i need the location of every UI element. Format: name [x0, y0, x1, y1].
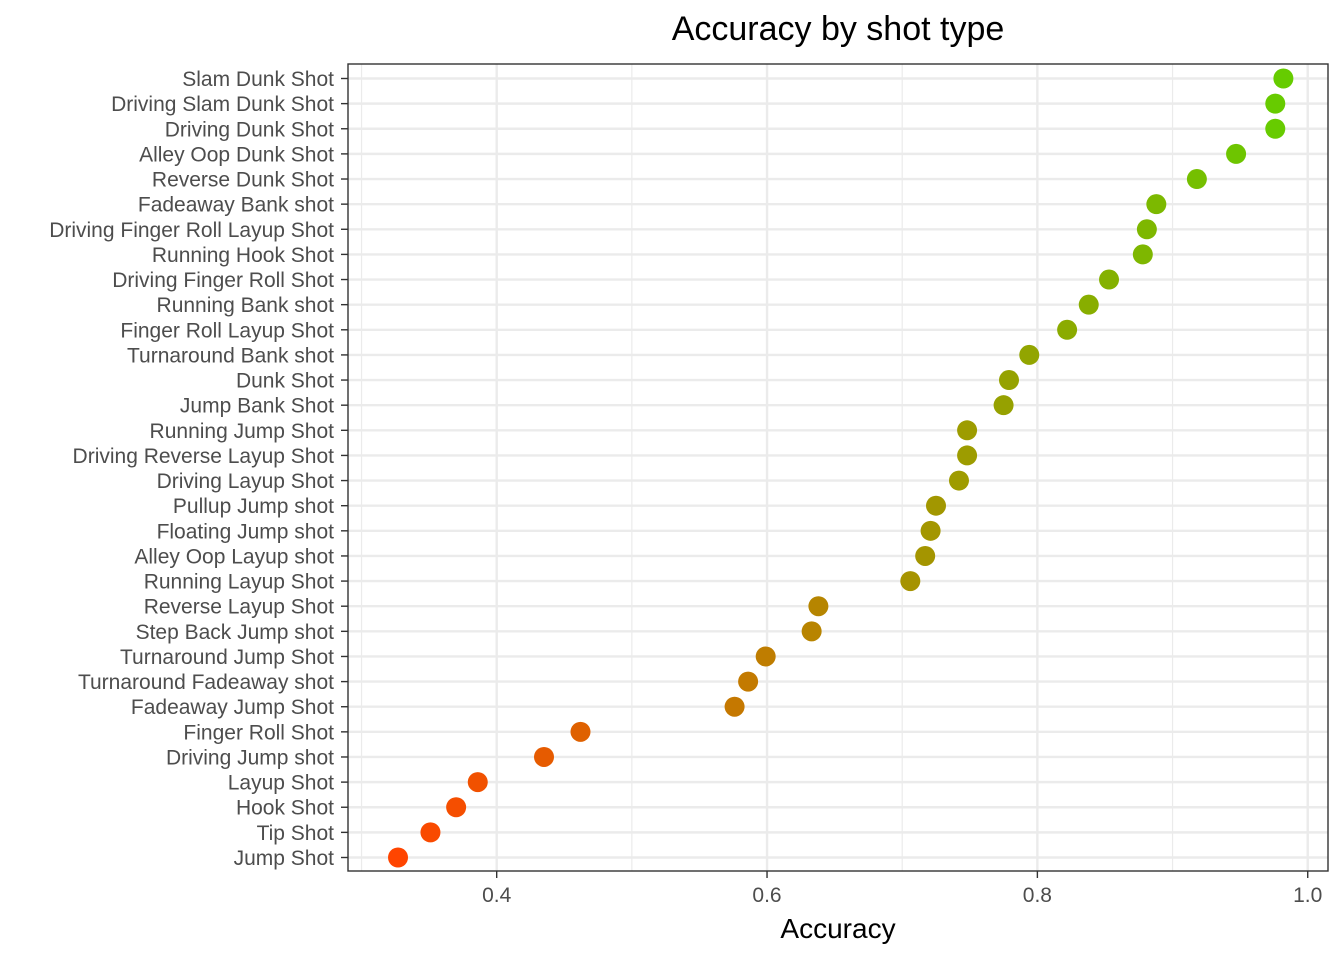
data-point: [1099, 269, 1120, 290]
y-tick-label: Running Bank shot: [157, 294, 335, 317]
chart-title: Accuracy by shot type: [672, 10, 1005, 48]
y-tick-label: Jump Shot: [234, 847, 335, 870]
data-point: [948, 470, 969, 491]
y-tick-label: Driving Layup Shot: [157, 470, 335, 493]
x-axis: 0.4 0.6 0.8 1.0: [482, 871, 1322, 907]
grid-layer: [348, 64, 1328, 871]
data-point: [724, 696, 745, 717]
data-point: [467, 772, 488, 793]
data-point: [957, 420, 978, 441]
data-point: [388, 847, 409, 868]
y-tick-label: Reverse Dunk Shot: [152, 169, 334, 192]
data-point: [1019, 344, 1040, 365]
y-tick-label: Fadeaway Jump Shot: [131, 696, 334, 719]
data-point: [755, 646, 776, 667]
y-tick-label: Alley Oop Dunk Shot: [139, 143, 334, 166]
x-tick-label: 0.4: [482, 884, 512, 907]
point-layer: [388, 68, 1294, 868]
data-point: [957, 445, 978, 466]
data-point: [915, 545, 936, 566]
y-tick-label: Layup Shot: [228, 772, 334, 795]
data-point: [420, 822, 441, 843]
data-point: [1132, 244, 1153, 265]
y-tick-label: Running Hook Shot: [152, 244, 334, 267]
data-point: [993, 395, 1014, 416]
y-tick-label: Finger Roll Shot: [183, 721, 334, 744]
data-point: [801, 621, 822, 642]
y-tick-label: Reverse Layup Shot: [144, 596, 334, 619]
y-tick-label: Tip Shot: [257, 822, 335, 845]
y-tick-label: Driving Jump shot: [166, 746, 334, 769]
x-tick-label: 1.0: [1293, 884, 1322, 907]
data-point: [1273, 68, 1294, 89]
data-point: [1057, 319, 1078, 340]
data-point: [926, 495, 946, 516]
y-tick-label: Running Layup Shot: [144, 571, 334, 594]
data-point: [738, 671, 759, 692]
y-tick-label: Driving Finger Roll Shot: [112, 269, 334, 292]
data-point: [1136, 219, 1157, 240]
y-tick-label: Turnaround Fadeaway shot: [78, 671, 334, 694]
y-tick-label: Hook Shot: [236, 797, 334, 820]
data-point: [1226, 143, 1247, 164]
y-tick-label: Dunk Shot: [236, 370, 334, 393]
y-tick-label: Driving Finger Roll Layup Shot: [49, 219, 334, 242]
data-point: [1265, 93, 1286, 114]
data-point: [534, 746, 554, 767]
y-tick-label: Running Jump Shot: [150, 420, 335, 443]
data-point: [1078, 294, 1099, 315]
y-tick-label: Fadeaway Bank shot: [138, 194, 334, 217]
y-tick-label: Turnaround Bank shot: [127, 344, 334, 367]
y-tick-label: Pullup Jump shot: [173, 495, 334, 518]
data-point: [1186, 169, 1207, 190]
data-point: [446, 797, 467, 818]
y-tick-label: Floating Jump shot: [157, 520, 335, 543]
panel-border: [347, 63, 1329, 872]
data-point: [808, 596, 829, 617]
y-tick-label: Driving Dunk Shot: [165, 118, 334, 141]
data-point: [998, 370, 1019, 391]
y-tick-label: Slam Dunk Shot: [182, 68, 334, 91]
x-tick-label: 0.6: [752, 884, 781, 907]
y-tick-label: Finger Roll Layup Shot: [120, 319, 334, 342]
y-tick-label: Step Back Jump shot: [136, 621, 335, 644]
data-point: [1265, 118, 1286, 139]
y-tick-label: Alley Oop Layup shot: [134, 545, 334, 568]
y-tick-label: Driving Slam Dunk Shot: [111, 93, 334, 116]
y-tick-label: Turnaround Jump Shot: [120, 646, 334, 669]
y-tick-label: Jump Bank Shot: [180, 395, 334, 418]
data-point: [900, 571, 921, 592]
data-point: [1146, 194, 1167, 215]
x-axis-title: Accuracy: [780, 913, 895, 944]
data-point: [570, 721, 591, 742]
x-tick-label: 0.8: [1023, 884, 1052, 907]
y-tick-label: Driving Reverse Layup Shot: [73, 445, 335, 468]
data-point: [920, 520, 941, 541]
